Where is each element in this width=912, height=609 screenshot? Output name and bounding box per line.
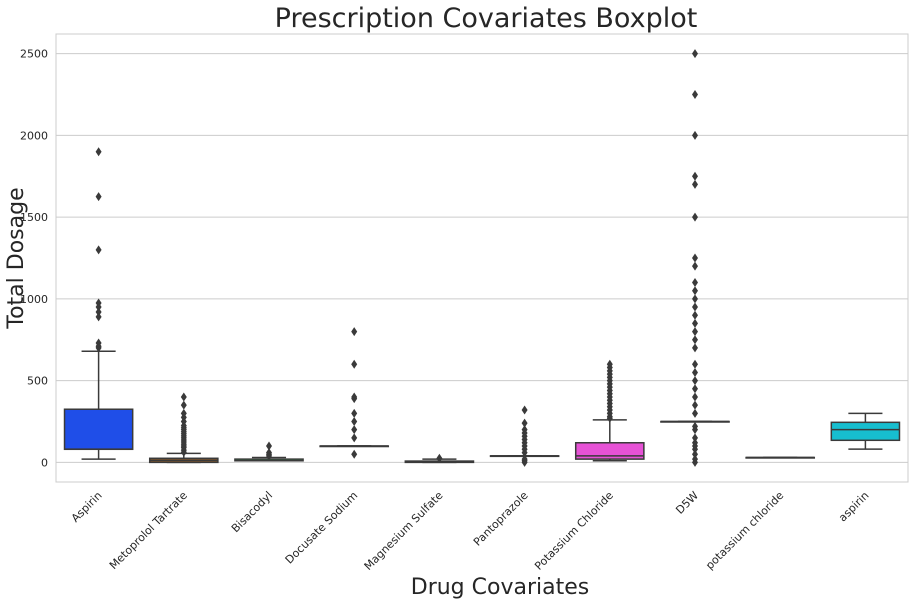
- box-group: [234, 441, 304, 462]
- outlier-point: [180, 392, 187, 402]
- y-tick-label: 1000: [20, 293, 48, 306]
- box: [830, 421, 901, 442]
- box: [63, 408, 134, 451]
- x-axis-label: Drug Covariates: [411, 575, 589, 600]
- outlier-point: [692, 171, 698, 181]
- outlier-point: [692, 367, 698, 377]
- outlier-point: [95, 312, 102, 322]
- outlier-point: [266, 448, 272, 458]
- outlier-point: [521, 405, 528, 415]
- outlier-point: [692, 433, 698, 443]
- outlier-point: [692, 400, 698, 410]
- outlier-point: [95, 192, 102, 202]
- box: [574, 442, 645, 460]
- outlier-point: [266, 441, 272, 451]
- outlier-point: [692, 302, 698, 312]
- outlier-point: [692, 359, 698, 369]
- outlier-point: [351, 392, 358, 402]
- outlier-point: [692, 384, 698, 394]
- box-group: [574, 359, 645, 462]
- box-group: [830, 412, 901, 450]
- outlier-point: [692, 421, 698, 431]
- outlier-point: [351, 433, 358, 443]
- box-group: [404, 453, 475, 464]
- y-tick-label: 1500: [20, 211, 48, 224]
- outlier-point: [692, 335, 698, 345]
- outlier-point: [692, 89, 698, 99]
- x-tick-label: Pantoprazole: [471, 489, 531, 549]
- x-tick-label: Potassium Chloride: [532, 489, 616, 573]
- outlier-point: [692, 392, 698, 402]
- axis-layer: 0 500 1000 1500 2000 2500 Aspirin Metoprolol Ta…: [20, 33, 909, 573]
- outlier-point: [351, 408, 358, 418]
- outlier-point: [606, 359, 613, 369]
- outlier-point: [351, 425, 358, 435]
- outlier-point: [692, 343, 698, 353]
- outlier-point: [95, 298, 102, 308]
- x-tick-label: Bisacodyl: [229, 489, 275, 535]
- x-tick-label: Magnesium Sulfate: [362, 489, 446, 573]
- box-group: [63, 147, 134, 460]
- outlier-point: [692, 212, 698, 222]
- outlier-point: [180, 400, 187, 410]
- box-group: [319, 327, 390, 459]
- outlier-point: [351, 449, 358, 459]
- outlier-point: [351, 327, 358, 337]
- outlier-point: [436, 453, 443, 463]
- x-tick-label: aspirin: [836, 489, 871, 524]
- y-tick-label: 500: [27, 375, 48, 388]
- outlier-point: [692, 130, 698, 140]
- outlier-point: [692, 376, 698, 386]
- outlier-point: [692, 449, 698, 459]
- outlier-point: [692, 49, 698, 59]
- box-group: [660, 49, 730, 467]
- outlier-point: [692, 286, 698, 296]
- y-tick-label: 2000: [20, 129, 48, 142]
- outlier-point: [692, 294, 698, 304]
- outlier-point: [692, 253, 698, 263]
- outlier-point: [692, 327, 698, 337]
- outlier-point: [95, 245, 102, 255]
- outlier-point: [692, 179, 698, 189]
- outlier-point: [692, 438, 698, 448]
- x-tick-label: potassium chloride: [703, 489, 786, 572]
- chart-title: Prescription Covariates Boxplot: [275, 3, 698, 34]
- y-axis-label: Total Dosage: [4, 187, 29, 329]
- outlier-point: [692, 454, 698, 464]
- outlier-point: [351, 417, 358, 427]
- box-group: [745, 456, 816, 459]
- x-tick-label: D5W: [673, 489, 701, 517]
- outlier-point: [692, 408, 698, 418]
- outlier-point: [351, 359, 358, 369]
- outlier-point: [521, 425, 528, 435]
- outlier-point: [692, 278, 698, 288]
- y-tick-label: 0: [41, 456, 48, 469]
- outlier-point: [95, 338, 102, 348]
- y-tick-label: 2500: [20, 48, 48, 61]
- grid-layer: [56, 53, 908, 463]
- x-tick-label: Metoprolol Tartrate: [107, 489, 190, 572]
- x-tick-label: Docusate Sodium: [283, 489, 361, 567]
- outlier-point: [95, 307, 102, 317]
- outlier-point: [180, 408, 187, 418]
- outlier-point: [692, 318, 698, 328]
- outlier-point: [521, 418, 528, 428]
- outlier-point: [692, 310, 698, 320]
- box-group: [489, 405, 560, 467]
- plot-frame: [55, 33, 909, 483]
- x-tick-label: Aspirin: [69, 489, 105, 525]
- box-layer: [63, 49, 901, 467]
- outlier-point: [95, 147, 102, 157]
- box-group: [148, 392, 219, 464]
- outlier-point: [521, 454, 528, 464]
- outlier-point: [692, 261, 698, 271]
